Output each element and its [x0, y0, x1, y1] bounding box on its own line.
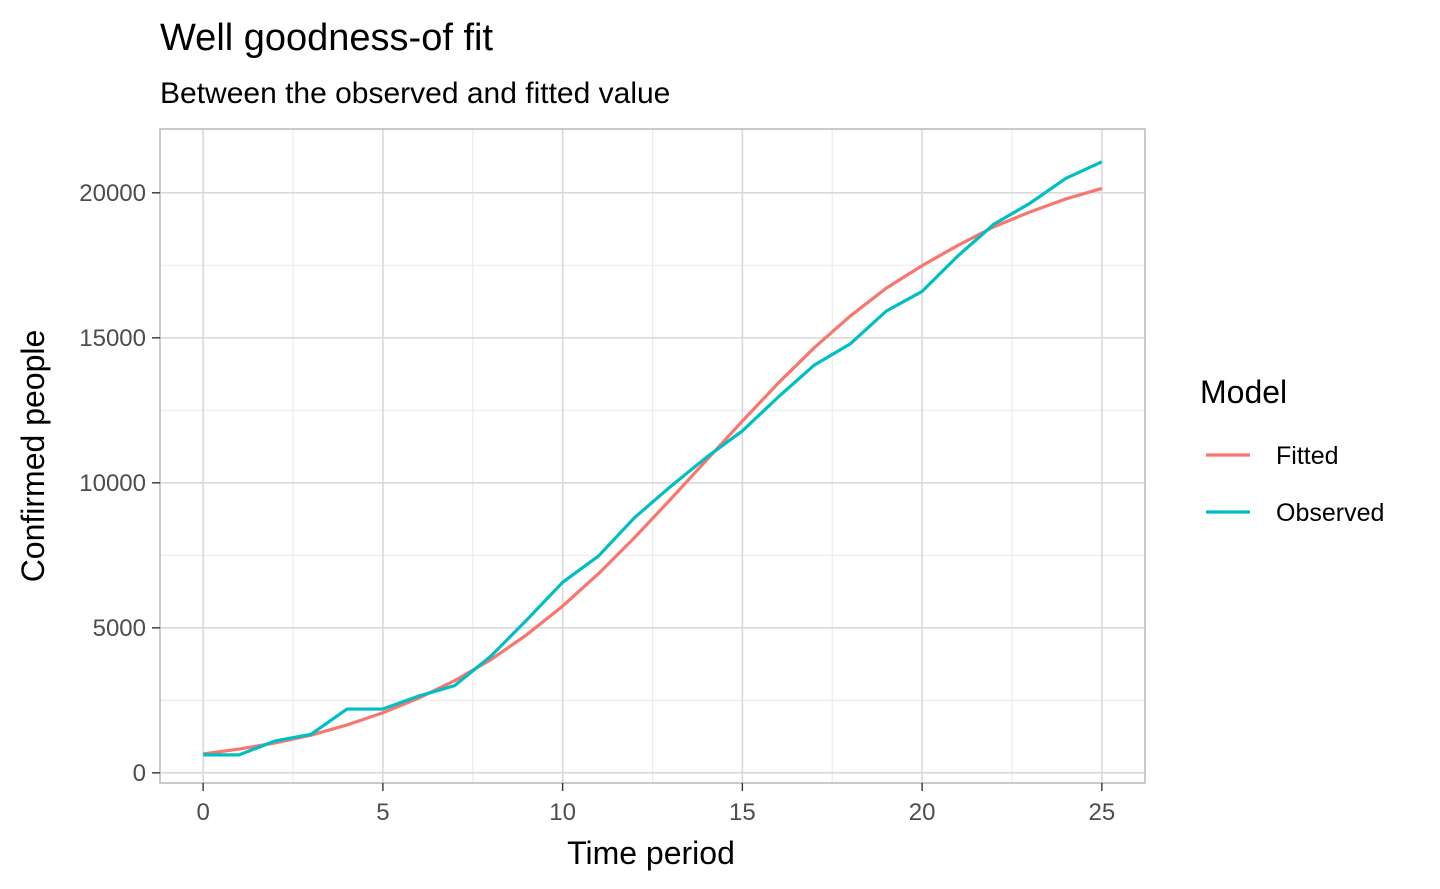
legend: Model Fitted Observed: [1200, 374, 1384, 527]
chart-title: Well goodness-of fit: [160, 17, 493, 59]
x-tick-label: 20: [909, 799, 936, 826]
chart-subtitle: Between the observed and fitted value: [160, 77, 670, 110]
legend-label-fitted: Fitted: [1276, 442, 1339, 470]
legend-label-observed: Observed: [1276, 499, 1384, 527]
x-tick-label: 0: [196, 799, 209, 826]
plot-panel-border: [159, 128, 1146, 784]
y-tick-label: 5000: [93, 615, 146, 642]
x-tick-label: 5: [376, 799, 389, 826]
y-axis-title: Confirmed people: [15, 330, 51, 583]
x-axis: 0 5 10 15 20 25: [196, 783, 1115, 826]
series-line-fitted: [202, 186, 1103, 756]
y-axis: 0 5000 10000 15000 20000: [79, 180, 160, 787]
legend-items: Fitted Observed: [1206, 442, 1384, 527]
x-tick-label: 10: [549, 799, 576, 826]
x-axis-title: Time period: [567, 835, 735, 871]
major-gridlines: [160, 129, 1145, 783]
x-tick-label: 25: [1089, 799, 1116, 826]
y-tick-label: 0: [133, 760, 146, 787]
y-tick-label: 15000: [79, 325, 146, 352]
minor-gridlines: [160, 129, 1145, 783]
y-tick-label: 10000: [79, 470, 146, 497]
legend-title: Model: [1200, 374, 1287, 410]
series-lines: [202, 160, 1103, 757]
x-tick-label: 15: [729, 799, 756, 826]
y-tick-label: 20000: [79, 180, 146, 207]
series-line-observed: [203, 160, 1103, 757]
